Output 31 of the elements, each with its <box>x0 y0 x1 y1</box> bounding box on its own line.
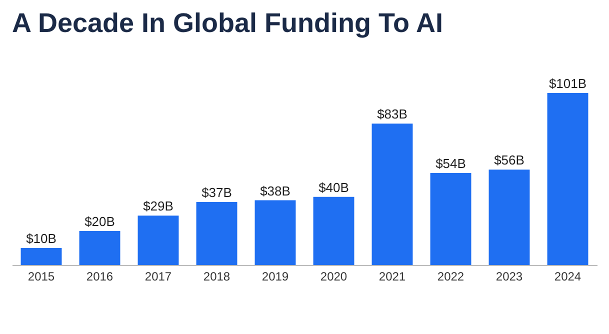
x-tick-label: 2015 <box>28 270 55 284</box>
x-tick-label: 2017 <box>144 270 172 284</box>
x-tick-label: 2016 <box>86 270 114 284</box>
bar <box>20 248 62 265</box>
data-label: $40B <box>318 180 349 195</box>
data-label: $83B <box>377 106 408 122</box>
data-label: $20B <box>84 214 115 229</box>
data-label: $54B <box>436 156 466 172</box>
bar <box>79 230 120 265</box>
bar <box>313 196 354 265</box>
bar <box>196 202 238 265</box>
x-tick-label: 2019 <box>262 270 289 284</box>
data-label: $56B <box>494 152 524 168</box>
data-label: $101B <box>548 76 587 91</box>
x-tick-label: 2023 <box>496 270 523 284</box>
x-tick-label: 2024 <box>554 270 582 284</box>
bar <box>254 200 296 265</box>
x-tick-label: 2021 <box>378 270 406 284</box>
x-tick-label: 2020 <box>320 270 348 284</box>
bar <box>488 170 530 265</box>
data-label: $10B <box>26 230 56 246</box>
bar <box>138 216 179 265</box>
bar <box>547 93 588 265</box>
x-tick-label: 2018 <box>203 270 230 284</box>
data-label: $29B <box>143 198 174 214</box>
data-label: $37B <box>202 184 232 200</box>
bar <box>430 173 472 265</box>
data-label: $38B <box>260 183 290 198</box>
bar <box>372 124 413 265</box>
x-tick-label: 2022 <box>437 270 464 284</box>
chart-title: A Decade In Global Funding To AI <box>12 8 443 38</box>
